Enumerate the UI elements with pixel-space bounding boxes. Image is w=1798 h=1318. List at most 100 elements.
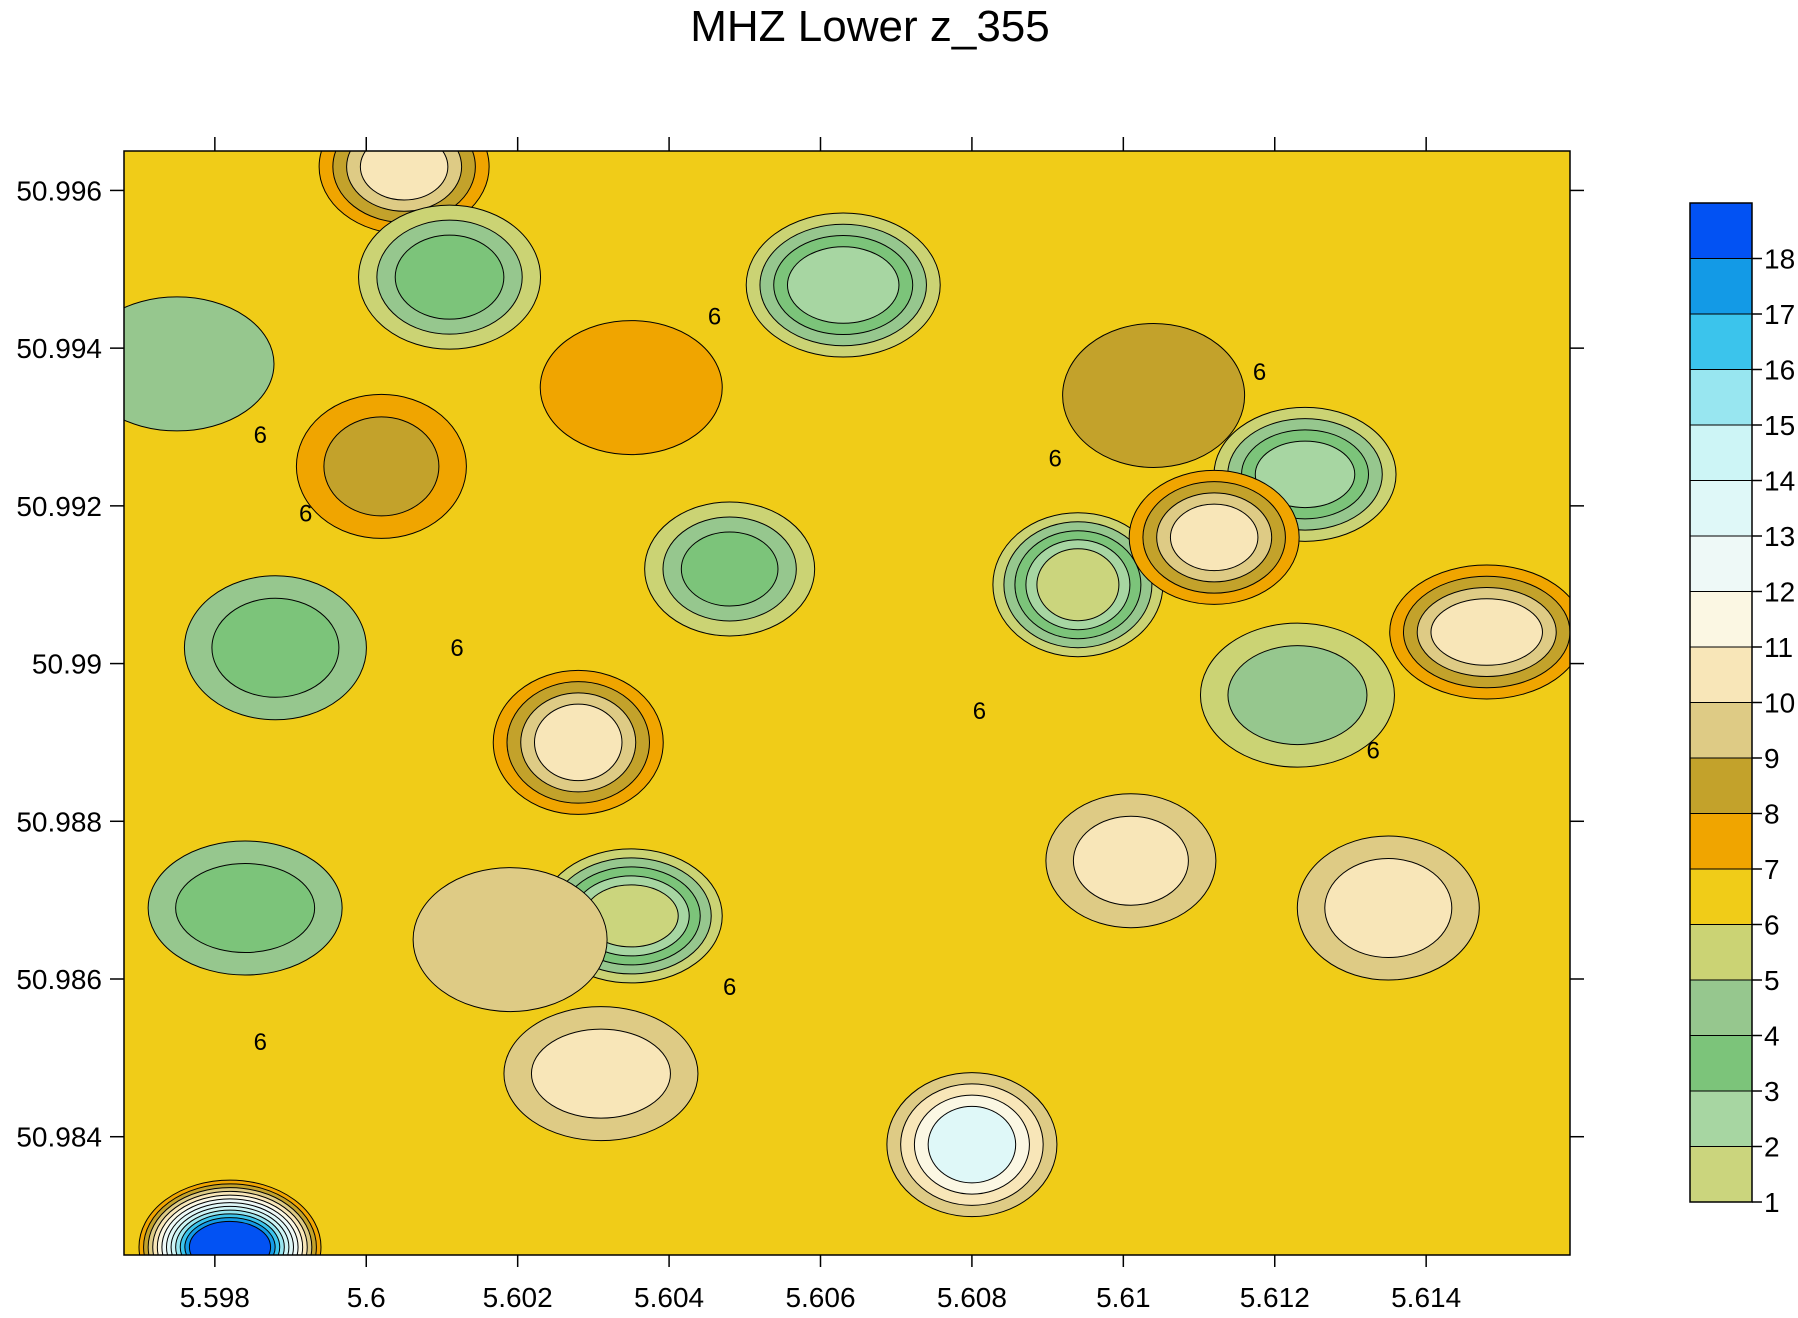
contour-feature — [1062, 322, 1246, 468]
contour-region — [1072, 815, 1189, 906]
y-tick-label: 50.994 — [16, 333, 102, 364]
contour-label: 6 — [708, 304, 721, 331]
x-tick-label: 5.6 — [347, 1282, 386, 1313]
colorbar-label: 6 — [1764, 910, 1780, 941]
colorbar-swatch — [1689, 757, 1753, 814]
colorbar-label: 7 — [1764, 854, 1780, 885]
contour-feature — [886, 1072, 1058, 1218]
contour-region — [124, 296, 275, 432]
contour-feature — [503, 1006, 699, 1142]
contour-region — [175, 863, 316, 954]
contour-region — [1254, 440, 1356, 509]
colorbar-swatch — [1689, 924, 1753, 981]
contour-region — [1169, 503, 1259, 572]
colorbar-swatch — [1689, 258, 1753, 315]
colorbar-swatch — [1689, 1146, 1753, 1203]
contour-feature — [183, 575, 367, 721]
contour-label: 6 — [254, 1029, 267, 1056]
colorbar-swatch — [1689, 702, 1753, 759]
contour-feature — [1389, 564, 1570, 700]
contour-feature — [295, 393, 467, 539]
contour-feature — [1296, 835, 1480, 981]
colorbar-label: 17 — [1764, 299, 1795, 330]
contour-feature — [1128, 469, 1300, 605]
contour-feature — [992, 512, 1164, 658]
y-tick-label: 50.988 — [16, 806, 102, 837]
contour-feature — [147, 840, 343, 976]
x-tick-label: 5.608 — [937, 1282, 1007, 1313]
contour-feature — [492, 669, 664, 815]
contour-feature — [138, 1179, 322, 1255]
colorbar-label: 2 — [1764, 1132, 1780, 1163]
contour-feature — [412, 867, 608, 1013]
colorbar-swatch — [1689, 424, 1753, 481]
colorbar-swatch — [1689, 646, 1753, 703]
contour-region — [323, 416, 440, 517]
contour-region — [211, 597, 340, 698]
colorbar-swatch — [1689, 813, 1753, 870]
contour-label: 6 — [973, 698, 986, 725]
chart-title: MHZ Lower z_355 — [690, 2, 1050, 51]
y-tick-label: 50.996 — [16, 175, 102, 206]
contour-feature — [745, 212, 941, 358]
contour-label: 6 — [299, 501, 312, 528]
colorbar-swatch — [1689, 1035, 1753, 1092]
contour-label: 6 — [1253, 359, 1266, 386]
colorbar-label: 12 — [1764, 577, 1795, 608]
contour-region — [188, 1220, 272, 1255]
contour-region — [530, 1028, 671, 1119]
contour-region — [394, 234, 505, 320]
colorbar-label: 5 — [1764, 965, 1780, 996]
contour-region — [680, 531, 779, 607]
contour-labels: 6 6 6 6 6 6 6 6 6 6 — [254, 304, 1380, 1056]
contour-region — [1324, 858, 1453, 959]
y-tick-label: 50.992 — [16, 491, 102, 522]
x-tick-label: 5.598 — [180, 1282, 250, 1313]
colorbar-label: 13 — [1764, 521, 1795, 552]
contour-region — [359, 151, 449, 201]
x-tick-label: 5.612 — [1240, 1282, 1310, 1313]
colorbar-label: 16 — [1764, 355, 1795, 386]
colorbar-swatch — [1689, 1090, 1753, 1147]
y-tick-label: 50.986 — [16, 964, 102, 995]
y-axis: 50.984 50.986 50.988 50.99 50.992 50.994 50.99… — [16, 175, 1584, 1153]
contour-layer — [124, 151, 1570, 1255]
contour-region — [1036, 548, 1120, 622]
contour-feature — [644, 501, 816, 637]
colorbar-swatch — [1689, 868, 1753, 925]
y-tick-label: 50.984 — [16, 1122, 102, 1153]
colorbar-label: 9 — [1764, 743, 1780, 774]
colorbar-label: 18 — [1764, 244, 1795, 275]
colorbar-swatch — [1689, 313, 1753, 370]
contour-label: 6 — [1049, 446, 1062, 473]
contour-region — [412, 867, 608, 1013]
colorbar-swatch — [1689, 369, 1753, 426]
colorbar-label: 14 — [1764, 466, 1795, 497]
contour-feature — [358, 204, 542, 350]
x-tick-label: 5.602 — [483, 1282, 553, 1313]
contour-feature — [1199, 622, 1395, 768]
colorbar-label: 3 — [1764, 1076, 1780, 1107]
colorbar-label: 1 — [1764, 1187, 1780, 1218]
colorbar-frame — [1689, 202, 1753, 1203]
colorbar-label: 4 — [1764, 1021, 1780, 1052]
contour-region — [1062, 322, 1246, 468]
colorbar-label: 15 — [1764, 410, 1795, 441]
colorbar-label: 11 — [1764, 632, 1793, 663]
contour-region — [1430, 598, 1543, 666]
x-tick-label: 5.606 — [785, 1282, 855, 1313]
contour-label: 6 — [1366, 737, 1379, 764]
contour-label: 6 — [450, 635, 463, 662]
x-tick-label: 5.614 — [1391, 1282, 1461, 1313]
contour-region — [786, 246, 900, 324]
colorbar-label: 10 — [1764, 688, 1795, 719]
colorbar-swatch — [1689, 979, 1753, 1036]
contour-label: 6 — [254, 422, 267, 449]
x-axis: 5.598 5.6 5.602 5.604 5.606 5.608 5.61 5.612 5.6… — [180, 137, 1461, 1313]
x-tick-label: 5.604 — [634, 1282, 704, 1313]
contour-region — [533, 703, 623, 782]
colorbar-swatch — [1689, 480, 1753, 537]
x-tick-label: 5.61 — [1096, 1282, 1151, 1313]
